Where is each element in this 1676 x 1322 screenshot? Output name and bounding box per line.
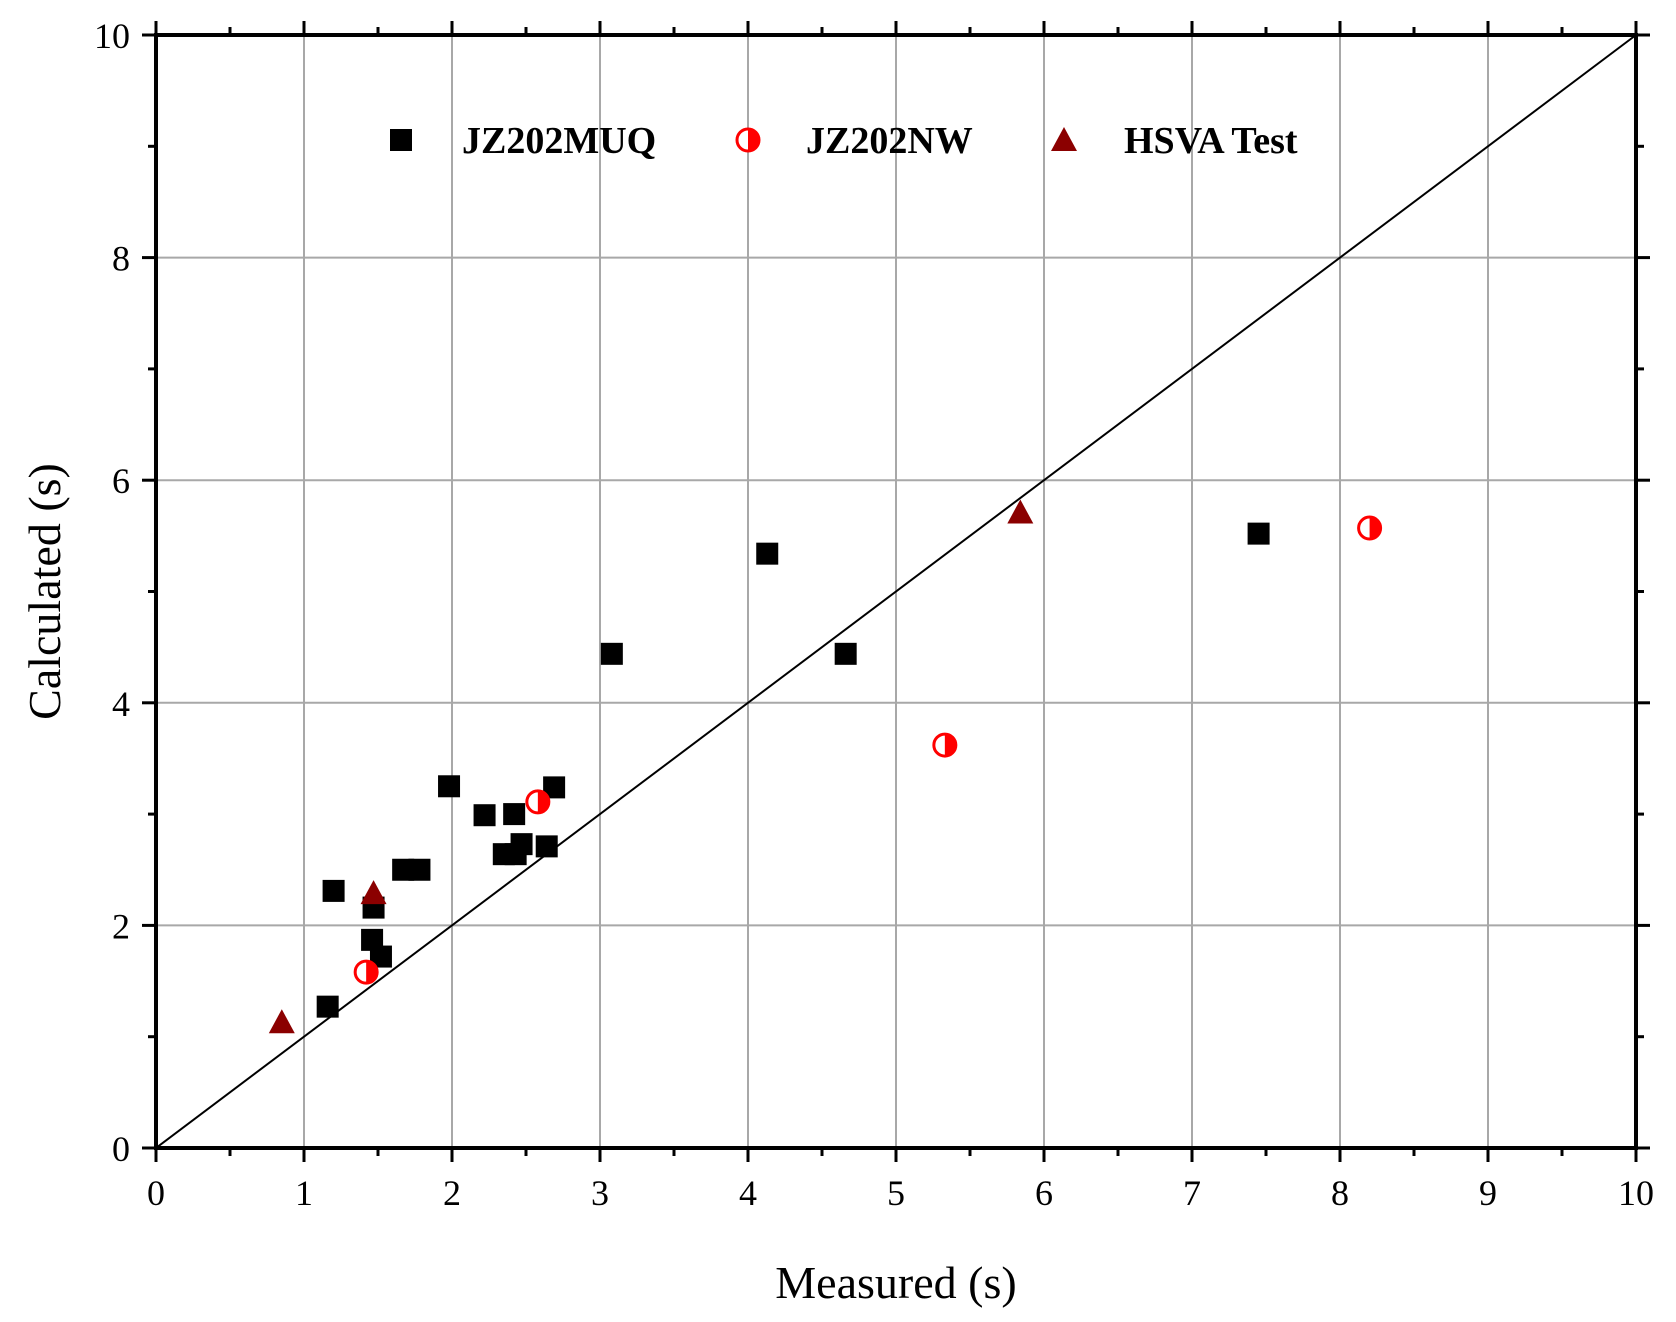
reference-line-group: [155, 34, 1637, 1149]
y-tick-label: 10: [94, 16, 130, 56]
legend-marker: [735, 127, 761, 153]
data-point: [1007, 499, 1034, 524]
data-point: [360, 880, 387, 905]
y-tick-label: 2: [112, 906, 130, 946]
x-tick-label: 10: [1618, 1173, 1654, 1213]
x-tick-label: 8: [1331, 1173, 1349, 1213]
legend-marker: [390, 129, 412, 151]
legend-label: JZ202MUQ: [462, 120, 656, 162]
x-tick-label: 3: [591, 1173, 609, 1213]
data-point: [510, 833, 533, 856]
series-jz202muq: [316, 522, 1270, 1018]
data-point-fill: [944, 734, 956, 757]
y-tick-label: 4: [112, 684, 130, 724]
x-tick-label: 9: [1479, 1173, 1497, 1213]
series-jz202nw: [353, 515, 1383, 985]
grid-lines: [156, 35, 1636, 1148]
legend-marker: [1051, 127, 1077, 152]
data-point: [361, 928, 384, 951]
legend-label: HSVA Test: [1124, 120, 1298, 162]
data-point: [600, 642, 623, 665]
reference-line: [155, 34, 1637, 1149]
data-point: [503, 803, 526, 826]
data-point: [1247, 522, 1270, 545]
data-point: [268, 1009, 295, 1034]
x-tick-label: 6: [1035, 1173, 1053, 1213]
y-tick-label: 6: [112, 461, 130, 501]
data-point: [438, 775, 461, 798]
data-points: [268, 499, 1383, 1034]
data-point: [322, 879, 345, 902]
series-hsva-test: [268, 499, 1034, 1034]
legend-marker-fill: [748, 129, 759, 151]
data-point-fill: [537, 790, 549, 813]
x-tick-label: 7: [1183, 1173, 1201, 1213]
data-point: [408, 858, 431, 881]
y-axis-label: Calculated (s): [19, 463, 70, 720]
y-tick-label: 8: [112, 239, 130, 279]
x-tick-label: 2: [443, 1173, 461, 1213]
data-point: [525, 789, 551, 815]
x-tick-label: 5: [887, 1173, 905, 1213]
y-tick-label: 0: [112, 1129, 130, 1169]
data-point: [1357, 515, 1383, 541]
data-point: [316, 995, 339, 1018]
axis-ticks: [142, 21, 1650, 1162]
data-point: [369, 945, 392, 968]
tick-labels: 0 1 2 3 4 5 6 7 8 9 10 0 2 4 6 8 10: [94, 16, 1654, 1213]
data-point: [756, 542, 779, 565]
x-tick-label: 1: [295, 1173, 313, 1213]
data-point: [834, 642, 857, 665]
data-point: [353, 959, 379, 985]
data-point: [932, 732, 958, 758]
data-point-fill: [1369, 517, 1381, 540]
x-tick-label: 4: [739, 1173, 757, 1213]
legend-label: JZ202NW: [806, 120, 973, 162]
legend: JZ202MUQ JZ202NW HSVA Test: [390, 120, 1298, 162]
data-point-fill: [366, 961, 378, 984]
data-point: [543, 776, 566, 799]
data-point: [535, 835, 558, 858]
data-point: [473, 804, 496, 827]
x-axis-label: Measured (s): [775, 1257, 1016, 1308]
x-tick-label: 0: [147, 1173, 165, 1213]
